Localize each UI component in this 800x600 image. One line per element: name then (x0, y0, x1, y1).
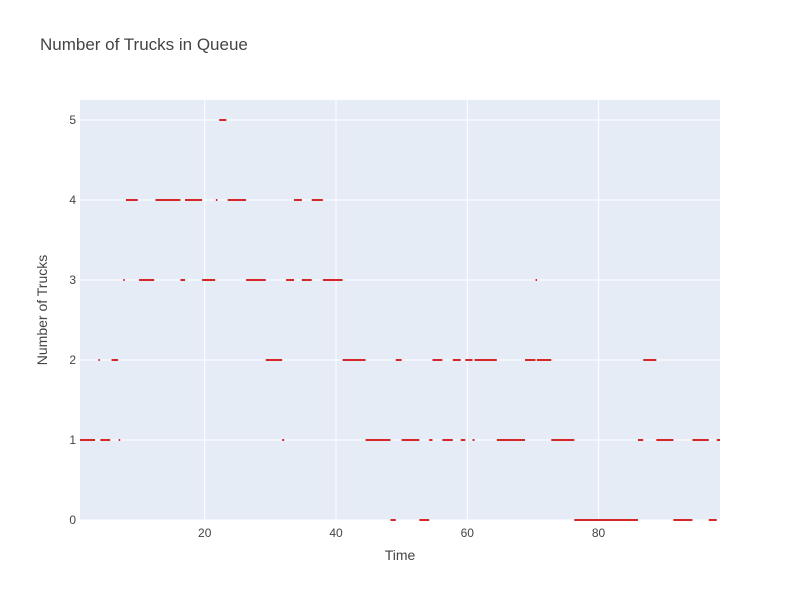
data-point-run (496, 439, 526, 441)
data-point-run (574, 519, 638, 521)
x-tick-label: 40 (329, 526, 343, 540)
data-point-run (98, 359, 100, 361)
data-point-run (123, 279, 125, 281)
data-point-run (219, 119, 227, 121)
data-point-run (395, 359, 402, 361)
data-point-run (365, 439, 391, 441)
data-point-run (155, 199, 181, 201)
x-axis-title: Time (385, 547, 416, 563)
y-tick-label: 5 (69, 113, 76, 127)
data-point-run (293, 199, 302, 201)
data-point-run (301, 279, 312, 281)
data-point-run (452, 359, 461, 361)
data-point-run (442, 439, 453, 441)
data-point-run (185, 199, 203, 201)
data-point-run (551, 439, 575, 441)
data-point-run (432, 359, 443, 361)
data-point-run (215, 199, 218, 201)
y-tick-label: 0 (69, 513, 76, 527)
data-point-run (246, 279, 266, 281)
data-point-run (460, 439, 466, 441)
data-point-run (643, 359, 657, 361)
y-tick-label: 2 (69, 353, 76, 367)
x-axis-ticks: 20 40 60 80 (198, 526, 606, 540)
y-tick-label: 4 (69, 193, 76, 207)
x-tick-label: 20 (198, 526, 212, 540)
data-point-run (286, 279, 294, 281)
data-point-run (401, 439, 420, 441)
chart-title: Number of Trucks in Queue (40, 35, 248, 54)
data-point-run (139, 279, 155, 281)
data-point-run (474, 359, 497, 361)
y-tick-label: 1 (69, 433, 76, 447)
y-tick-label: 3 (69, 273, 76, 287)
data-point-run (125, 199, 138, 201)
data-point-run (419, 519, 430, 521)
data-markers (80, 119, 720, 521)
data-point-run (390, 519, 396, 521)
data-point-run (282, 439, 285, 441)
data-point-run (227, 199, 247, 201)
data-point-run (535, 279, 538, 281)
data-point-run (180, 279, 186, 281)
data-point-run (692, 439, 709, 441)
data-point-run (536, 359, 552, 361)
data-point-run (465, 359, 473, 361)
data-point-run (111, 359, 119, 361)
y-axis-ticks: 0 1 2 3 4 5 (69, 113, 76, 527)
data-point-run (525, 359, 536, 361)
data-point-run (708, 519, 717, 521)
data-point-run (429, 439, 433, 441)
data-point-run (472, 439, 475, 441)
data-point-run (118, 439, 121, 441)
x-tick-label: 60 (461, 526, 475, 540)
x-tick-label: 80 (592, 526, 606, 540)
data-point-run (311, 199, 323, 201)
data-point-run (656, 439, 674, 441)
data-point-run (202, 279, 216, 281)
data-point-run (716, 439, 720, 441)
plot-area (80, 100, 720, 520)
data-point-run (80, 439, 96, 441)
data-point-run (100, 439, 111, 441)
data-point-run (342, 359, 366, 361)
data-point-run (265, 359, 283, 361)
y-axis-title: Number of Trucks (34, 255, 50, 365)
data-point-run (673, 519, 693, 521)
data-point-run (637, 439, 644, 441)
data-point-run (322, 279, 343, 281)
